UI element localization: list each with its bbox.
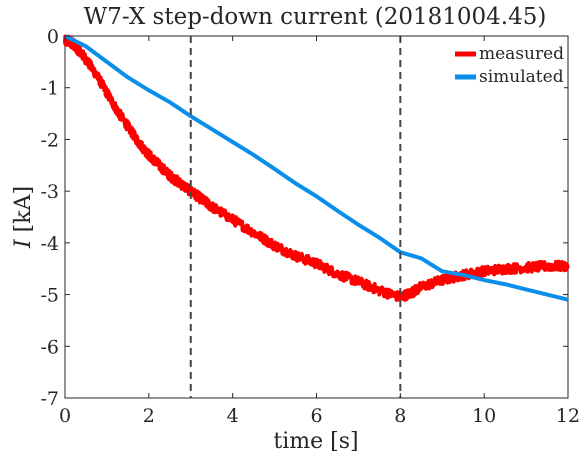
x-tick-label: 2 xyxy=(143,405,155,427)
y-tick-label: -4 xyxy=(40,233,59,255)
y-axis-label-variable: I xyxy=(11,238,36,249)
vline-layer xyxy=(189,36,402,398)
legend-box xyxy=(449,41,564,90)
x-tick-label: 6 xyxy=(310,405,322,427)
plot-area xyxy=(64,35,569,399)
legend: measured simulated xyxy=(449,41,564,90)
x-axis-label: time [s] xyxy=(273,429,358,454)
x-tick-label: 10 xyxy=(472,405,496,427)
y-tick-label: -6 xyxy=(40,336,59,358)
tick-layer: 0 2 4 6 8 10 12 0 -1 -2 -3 -4 -5 -6 -7 xyxy=(40,26,580,427)
x-tick-label: 0 xyxy=(59,405,71,427)
x-tick-label: 12 xyxy=(556,405,580,427)
x-tick-label: 4 xyxy=(227,405,239,427)
y-tick-label: -7 xyxy=(40,388,59,410)
series-line-measured xyxy=(63,34,570,302)
legend-label-simulated: simulated xyxy=(479,67,564,87)
series-line-simulated xyxy=(64,34,569,302)
y-tick-label: -1 xyxy=(40,78,59,100)
x-tick-label: 8 xyxy=(394,405,406,427)
y-tick-label: 0 xyxy=(47,26,59,48)
legend-label-measured: measured xyxy=(479,44,564,64)
y-tick-label: -3 xyxy=(40,181,59,203)
series-layer xyxy=(63,34,570,302)
y-tick-label: -2 xyxy=(40,129,59,151)
y-tick-label: -5 xyxy=(40,285,59,307)
chart-title: W7-X step-down current (20181004.45) xyxy=(84,4,547,30)
y-axis-label: I [kA] xyxy=(11,186,36,249)
y-axis-label-unit: [kA] xyxy=(11,186,36,232)
